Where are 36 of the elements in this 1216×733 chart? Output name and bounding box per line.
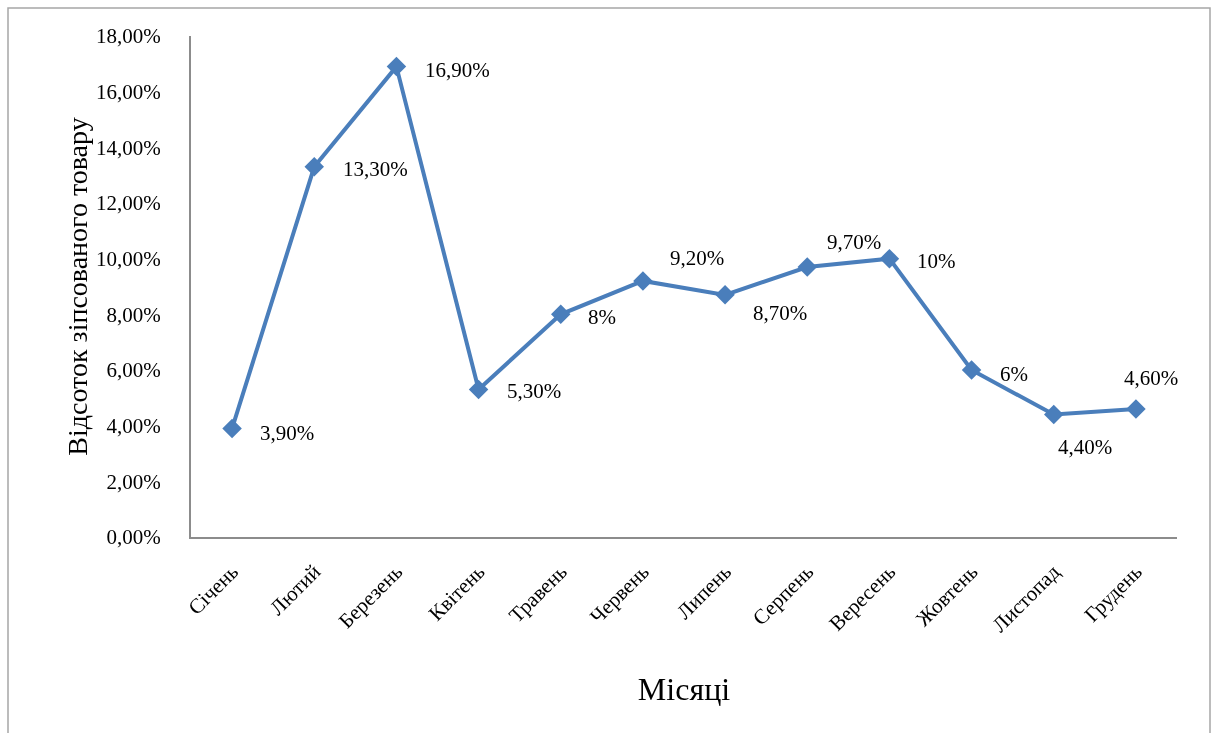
y-tick-label: 14,00% (96, 135, 161, 160)
y-axis-title: Відсоток зіпсованого товару (62, 117, 94, 456)
y-tick-label: 6,00% (106, 358, 161, 383)
data-label: 16,90% (425, 58, 490, 82)
data-label: 5,30% (507, 379, 562, 403)
y-tick-label: 18,00% (96, 24, 161, 49)
y-tick-label: 12,00% (96, 191, 161, 216)
y-tick-label: 10,00% (96, 247, 161, 272)
point (386, 56, 407, 77)
point (1126, 399, 1146, 419)
data-label: 3,90% (260, 421, 315, 445)
point (879, 248, 900, 269)
y-tick-label: 2,00% (106, 469, 161, 494)
data-label: 13,30% (343, 157, 408, 181)
y-tick-label: 0,00% (106, 525, 161, 550)
data-label: 4,60% (1124, 366, 1179, 390)
data-label: 8% (588, 305, 616, 329)
y-tick-label: 8,00% (106, 302, 161, 327)
y-tick-label: 16,00% (96, 80, 161, 105)
point (797, 257, 817, 277)
point (468, 379, 489, 400)
y-tick-label: 4,00% (106, 414, 161, 439)
point (551, 304, 571, 325)
point (633, 271, 653, 291)
data-label: 4,40% (1058, 435, 1113, 459)
point (715, 285, 735, 305)
point (222, 418, 242, 439)
point (1044, 404, 1064, 425)
x-axis-title: Місяці (637, 671, 731, 708)
data-label: 8,70% (753, 301, 808, 325)
data-label: 10% (917, 249, 956, 273)
data-label: 9,20% (670, 246, 725, 270)
data-label: 9,70% (827, 230, 882, 254)
point (961, 360, 982, 380)
point (304, 157, 324, 177)
data-label: 6% (1000, 362, 1028, 386)
